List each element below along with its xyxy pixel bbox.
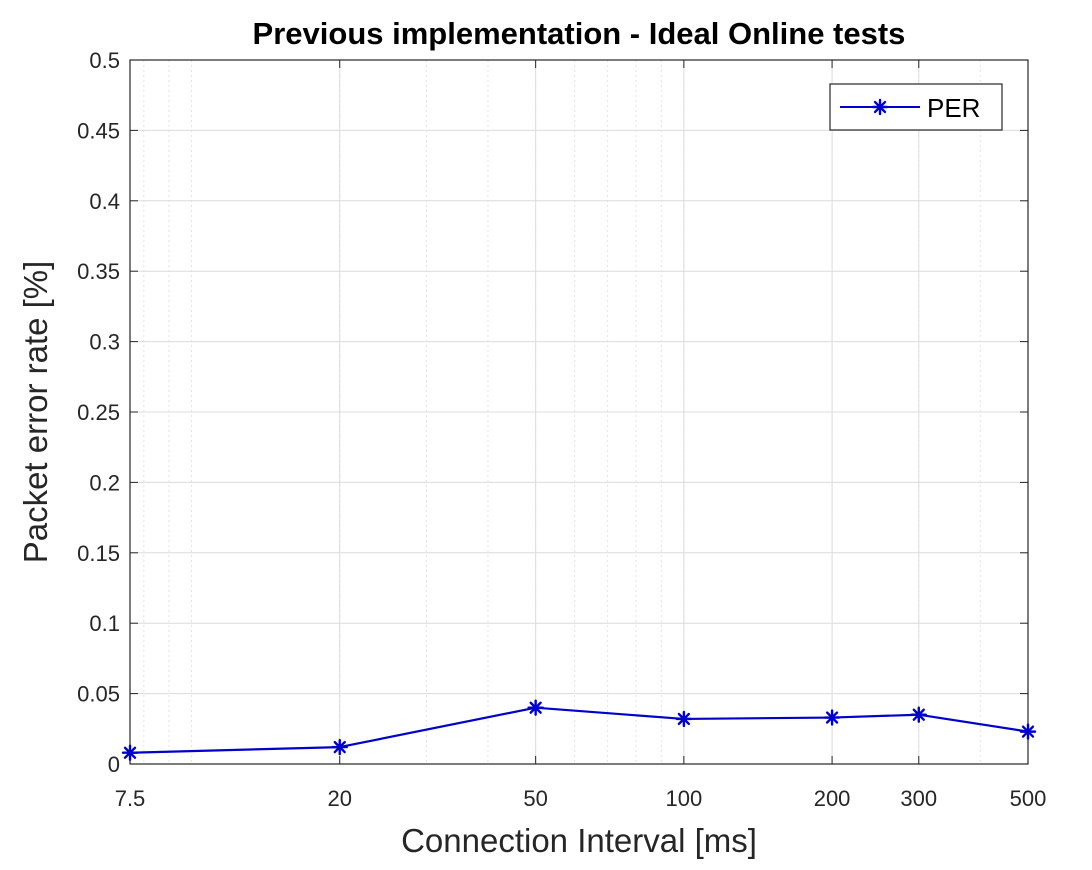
x-tick-label: 300 xyxy=(900,786,937,811)
y-tick-label: 0.1 xyxy=(89,611,120,636)
y-tick-label: 0 xyxy=(108,752,120,777)
y-tick-label: 0.3 xyxy=(89,330,120,355)
plot-frame xyxy=(129,59,1029,765)
data-point-marker xyxy=(1019,723,1037,740)
data-point-marker xyxy=(823,709,841,726)
x-tick-labels: 7.5 20 50 100 200 300 500 xyxy=(115,786,1047,811)
y-tick-label: 0.25 xyxy=(77,400,120,425)
series-layer xyxy=(121,699,1037,761)
data-point-marker xyxy=(331,738,348,756)
x-axis-title: Connection Interval [ms] xyxy=(401,822,757,859)
data-point-marker xyxy=(675,710,693,728)
data-point-marker xyxy=(910,706,927,723)
x-tick-label: 7.5 xyxy=(115,786,146,811)
y-tick-label: 0.5 xyxy=(89,48,120,73)
y-tick-label: 0.15 xyxy=(77,541,120,566)
x-tick-label: 100 xyxy=(666,786,703,811)
x-tick-label: 500 xyxy=(1010,786,1047,811)
x-tick-label: 200 xyxy=(814,786,851,811)
y-tick-label: 0.05 xyxy=(77,682,120,707)
legend-label-per: PER xyxy=(927,93,980,123)
x-tick-label: 20 xyxy=(327,786,351,811)
legend: PER xyxy=(829,83,1003,131)
chart-title: Previous implementation - Ideal Online t… xyxy=(253,16,906,51)
data-point-marker xyxy=(121,744,139,761)
data-point-marker xyxy=(527,699,544,716)
y-tick-label: 0.4 xyxy=(89,189,120,214)
y-tick-labels: 0 0.05 0.1 0.15 0.2 0.25 0.3 0.35 0.4 0.45 0.5 xyxy=(77,48,120,777)
legend-asterisk xyxy=(871,98,889,116)
y-tick-label: 0.45 xyxy=(77,118,120,143)
y-tick-label: 0.2 xyxy=(89,470,120,495)
y-tick-label: 0.35 xyxy=(77,259,120,284)
y-axis-title: Packet error rate [%] xyxy=(17,261,54,564)
legend-asterisk-marker xyxy=(871,98,889,116)
x-tick-label: 50 xyxy=(523,786,547,811)
